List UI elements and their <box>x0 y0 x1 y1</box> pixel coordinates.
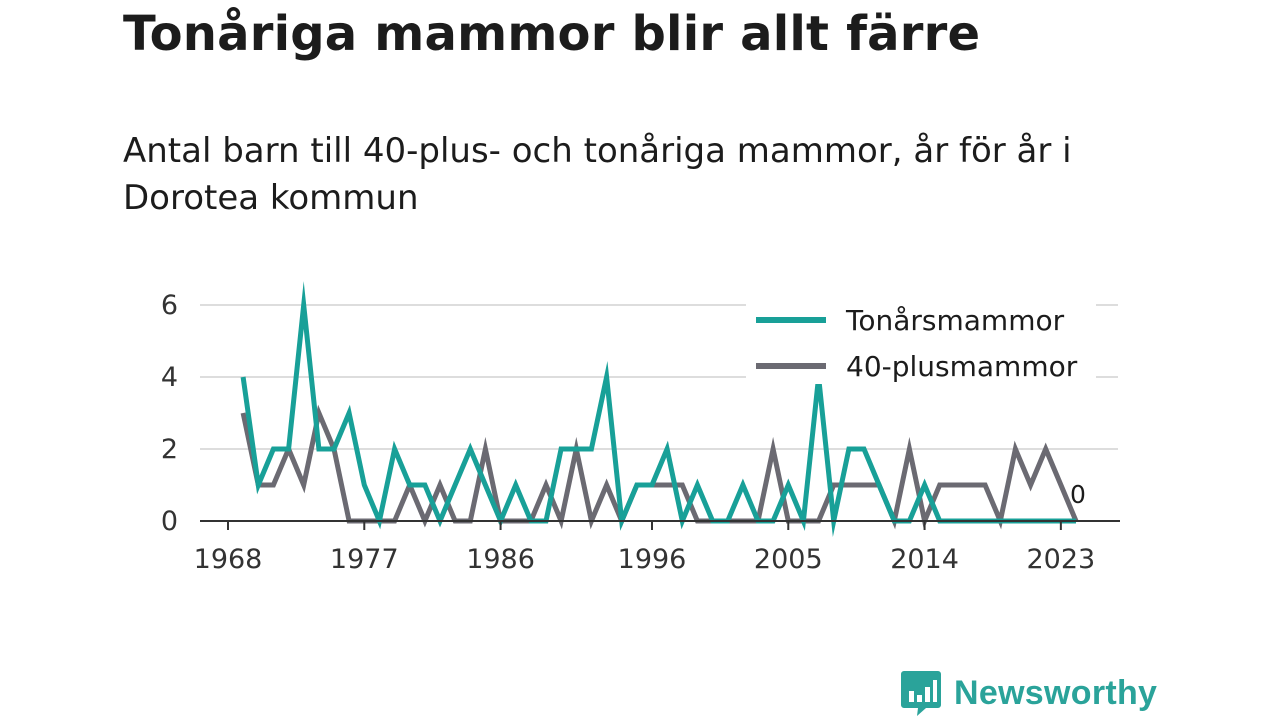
x-tick-label: 2014 <box>890 544 959 575</box>
series-line-0 <box>240 281 1076 538</box>
chart-subtitle: Antal barn till 40-plus- och tonåriga ma… <box>123 131 1072 218</box>
x-tick-label: 2005 <box>754 544 823 575</box>
y-tick-label: 6 <box>161 290 178 321</box>
x-tick-label: 2023 <box>1026 544 1095 575</box>
legend: Tonårsmammor 40-plusmammor <box>746 296 1096 384</box>
x-tick-label: 1968 <box>194 544 263 575</box>
legend-label-0: Tonårsmammor <box>845 304 1065 337</box>
chart-title: Tonåriga mammor blir allt färre <box>123 6 981 62</box>
y-tick-label: 2 <box>161 434 178 465</box>
y-tick-label: 0 <box>161 506 178 537</box>
grid-lines: 0 2 4 6 <box>161 290 1118 537</box>
newsworthy-bars-icon <box>901 671 941 716</box>
legend-background <box>746 296 1096 384</box>
x-tick-label: 1986 <box>466 544 535 575</box>
x-tick-label: 1996 <box>618 544 687 575</box>
y-tick-label: 4 <box>161 362 178 393</box>
legend-label-1: 40-plusmammor <box>846 350 1078 383</box>
x-axis: 1968 1977 1986 1996 2005 2014 2023 0 <box>194 480 1120 575</box>
end-value-label: 0 <box>1070 480 1086 509</box>
brand-name: Newsworthy <box>954 673 1158 712</box>
x-tick-label: 1977 <box>330 544 399 575</box>
newsworthy-logo: Newsworthy <box>900 669 1157 717</box>
